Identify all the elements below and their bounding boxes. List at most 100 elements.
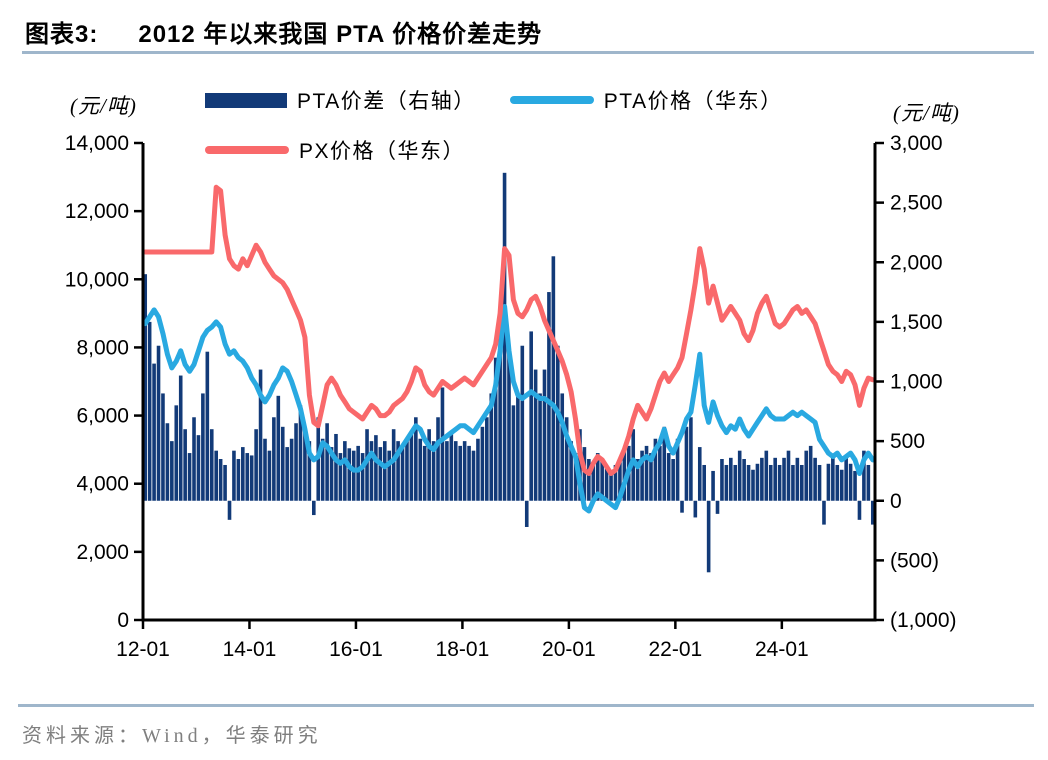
left-axis-tick-label: 10,000	[65, 268, 129, 291]
bar	[768, 464, 773, 501]
bar	[427, 429, 431, 501]
right-axis-tick-label: 2,500	[890, 192, 943, 215]
bar	[192, 417, 196, 501]
bar	[635, 459, 640, 501]
bar	[720, 459, 724, 501]
right-axis-tick-label: 500	[890, 430, 925, 453]
bar	[702, 464, 706, 501]
bar	[587, 459, 591, 501]
bar	[786, 450, 791, 501]
bar	[294, 423, 298, 501]
bar	[782, 457, 786, 501]
legend-label-pta-spread: PTA价差（右轴）	[297, 90, 476, 113]
bar	[227, 500, 232, 520]
bar	[374, 435, 378, 501]
left-axis-tick-label: 12,000	[65, 200, 129, 223]
bar	[706, 500, 711, 573]
source-note: 资料来源：Wind，华泰研究	[22, 725, 322, 747]
bar	[675, 438, 680, 501]
bar	[613, 464, 618, 501]
bar	[409, 433, 414, 501]
bar	[414, 417, 418, 501]
bar	[245, 453, 250, 501]
x-axis-tick-label: 16-01	[329, 638, 383, 661]
bar	[853, 470, 857, 501]
bar	[205, 351, 210, 501]
bar	[760, 457, 764, 501]
bar	[201, 393, 205, 501]
x-axis-tick-label: 24-01	[755, 638, 809, 661]
bar	[391, 429, 396, 501]
bar	[440, 387, 445, 501]
legend-label-px-price: PX价格（华东）	[299, 140, 466, 163]
bar	[480, 426, 485, 501]
bar	[800, 464, 804, 501]
bar	[320, 438, 325, 501]
combo-chart: 14,000 12,000 10,000 8,000 6,000 4,000 2,000 0 3…	[65, 132, 957, 661]
bar	[777, 464, 782, 501]
bar	[347, 448, 352, 501]
bar	[387, 450, 392, 501]
bar	[329, 447, 334, 501]
bar	[280, 426, 285, 501]
bar	[742, 459, 746, 501]
bar	[343, 441, 347, 501]
bar	[467, 445, 471, 501]
bar	[564, 417, 569, 501]
bar	[808, 445, 813, 501]
bar	[804, 450, 809, 501]
left-axis-tick-label: 0	[117, 609, 129, 632]
left-axis-tick-label: 8,000	[76, 336, 129, 359]
bar	[817, 464, 822, 501]
bar	[857, 500, 862, 520]
bar	[502, 172, 507, 501]
bar	[662, 426, 667, 501]
bar	[161, 393, 165, 501]
bar	[595, 453, 600, 501]
bar	[831, 457, 835, 501]
bar	[187, 453, 192, 501]
bar	[547, 292, 551, 501]
bar	[351, 450, 356, 501]
right-axis-tick-label: 1,000	[890, 371, 943, 394]
bar	[232, 450, 236, 501]
bar	[862, 450, 866, 501]
bar	[382, 441, 387, 501]
bar	[485, 417, 489, 501]
bar-series-pta-spread	[143, 172, 875, 573]
bar	[218, 459, 223, 501]
bar	[489, 393, 494, 501]
bar	[214, 450, 218, 501]
figure-label: 图表3:	[25, 21, 99, 48]
bar	[267, 450, 272, 501]
bar	[773, 457, 777, 501]
bar	[524, 500, 529, 527]
bar	[196, 435, 201, 501]
chart-legend: PTA价差（右轴） PTA价格（华东） PX价格（华东）	[205, 84, 783, 166]
bar	[658, 445, 662, 501]
bar	[733, 464, 738, 501]
bar	[538, 393, 542, 501]
x-axis-tick-label: 22-01	[649, 638, 703, 661]
bar	[236, 459, 241, 501]
bar	[152, 363, 156, 501]
bar	[307, 441, 312, 501]
right-axis-tick-label: 3,000	[890, 132, 943, 155]
legend-item-pta-price: PTA价格（华东）	[509, 85, 783, 115]
bar	[462, 441, 467, 501]
right-axis-tick-label: (1,000)	[890, 609, 957, 632]
bar	[578, 429, 582, 501]
left-axis-tick-label: 6,000	[76, 405, 129, 428]
bar	[680, 500, 684, 513]
bar	[493, 357, 498, 501]
bar	[560, 393, 565, 501]
bar	[737, 450, 742, 501]
bar	[378, 447, 383, 501]
bar	[209, 429, 214, 501]
title-divider	[22, 51, 1034, 54]
line-swatch-icon	[205, 146, 289, 154]
bar	[453, 441, 458, 501]
bar	[263, 438, 267, 501]
bar	[791, 464, 795, 501]
